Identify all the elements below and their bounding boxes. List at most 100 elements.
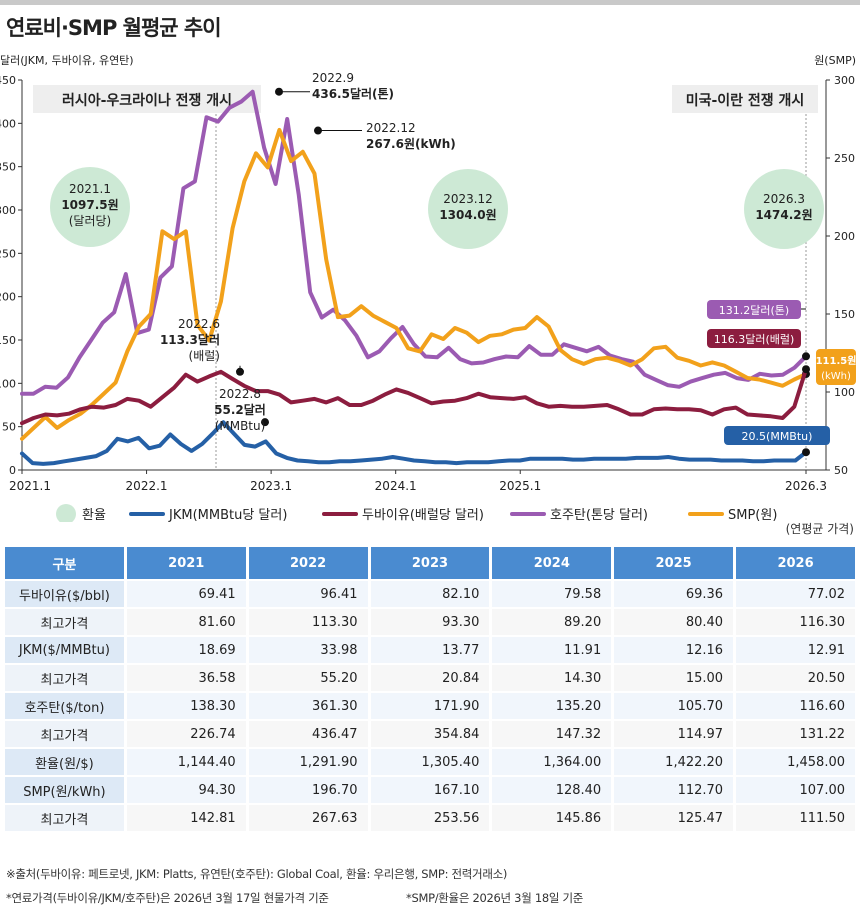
row-label: 호주탄($/ton) <box>5 693 124 719</box>
row-label: 두바이유($/bbl) <box>5 581 124 607</box>
table-cell: 77.02 <box>736 581 855 607</box>
table-cell: 253.56 <box>370 805 490 831</box>
table-cell: 107.00 <box>736 777 855 803</box>
table-cell: 12.16 <box>614 637 734 663</box>
event-box-russia-ukraine <box>33 85 261 113</box>
x-tick-label: 2023.1 <box>250 479 292 493</box>
table-cell: 167.10 <box>370 777 490 803</box>
table-cell: 116.30 <box>736 609 855 635</box>
row-label: 최고가격 <box>5 805 124 831</box>
x-tick-label: 2024.1 <box>375 479 417 493</box>
series-end-point-coal <box>802 352 810 361</box>
legend-label: SMP(원) <box>728 508 777 522</box>
table-header-cell: 2023 <box>370 547 490 579</box>
table-header-cell: 2025 <box>614 547 734 579</box>
left-tick-label: 0 <box>9 464 16 477</box>
table-row: JKM($/MMBtu) 18.69 33.98 13.77 11.91 12.16 12.… <box>5 637 855 663</box>
table-cell: 82.10 <box>370 581 490 607</box>
left-tick-label: 250 <box>0 247 16 260</box>
table-cell: 15.00 <box>614 665 734 691</box>
legend-label: 호주탄(톤당 달러) <box>550 508 648 522</box>
right-tick-label: 250 <box>834 152 855 165</box>
table-cell: 1,458.00 <box>736 749 855 775</box>
table-header-row: 구분 2021 2022 2023 2024 2025 2026 <box>5 547 855 579</box>
table-cell: 113.30 <box>248 609 368 635</box>
dubai-peak-value: 113.3달러 <box>160 332 220 347</box>
top-rule <box>0 0 860 5</box>
table-cell: 14.30 <box>492 665 612 691</box>
x-tick-label: 2026.3 <box>785 479 827 493</box>
left-tick-label: 50 <box>2 421 16 434</box>
row-label: SMP(원/kWh) <box>5 777 124 803</box>
table-cell: 94.30 <box>126 777 246 803</box>
coal-peak-date: 2022.9 <box>312 71 354 85</box>
event-label-russia-ukraine: 러시아-우크라이나 전쟁 개시 <box>62 92 232 109</box>
table-cell: 1,364.00 <box>492 749 612 775</box>
table-cell: 354.84 <box>370 721 490 747</box>
left-tick-label: 350 <box>0 161 16 174</box>
table-header-cell: 구분 <box>5 547 124 579</box>
event-box-us-iran <box>672 85 818 113</box>
table-row: 최고가격 142.81 267.63 253.56 145.86 125.47 111.50 <box>5 805 855 831</box>
table-cell: 36.58 <box>126 665 246 691</box>
bubble-value-label: 1304.0원 <box>439 208 496 222</box>
right-tick-label: 50 <box>834 464 848 477</box>
coal-end-label-bg <box>707 300 801 319</box>
table-header-cell: 2024 <box>492 547 612 579</box>
legend-swatch-exchange-rate <box>56 504 76 522</box>
table-cell: 11.91 <box>492 637 612 663</box>
table-cell: 196.70 <box>248 777 368 803</box>
bubble-date-label: 2026.3 <box>763 192 805 206</box>
legend-label: JKM(MMBtu당 달러) <box>168 508 287 522</box>
table-row: 최고가격 81.60 113.30 93.30 89.20 80.40 116.30 <box>5 609 855 635</box>
table-cell: 1,305.40 <box>370 749 490 775</box>
footnote-smp-basis: *SMP/환율은 2026년 3월 18일 기준 <box>406 891 584 905</box>
table-cell: 111.50 <box>736 805 855 831</box>
table-row: 최고가격 226.74 436.47 354.84 147.32 114.97 131.22 <box>5 721 855 747</box>
table-cell: 436.47 <box>248 721 368 747</box>
table-cell: 142.81 <box>126 805 246 831</box>
table-row: SMP(원/kWh) 94.30 196.70 167.10 128.40 112.70 1… <box>5 777 855 803</box>
table-cell: 105.70 <box>614 693 734 719</box>
bubble-date-label: 2023.12 <box>443 192 493 206</box>
x-tick-label: 2022.1 <box>126 479 168 493</box>
table-cell: 20.50 <box>736 665 855 691</box>
table-row: 호주탄($/ton) 138.30 361.30 171.90 135.20 105.70… <box>5 693 855 719</box>
coal-end-label: 131.2달러(톤) <box>719 304 789 317</box>
jkm-peak-date: 2022.8 <box>219 387 261 401</box>
smp-peak-date: 2022.12 <box>366 121 416 135</box>
table-cell: 114.97 <box>614 721 734 747</box>
left-tick-label: 450 <box>0 74 16 87</box>
series-line-dubai <box>20 367 808 426</box>
table-cell: 13.77 <box>370 637 490 663</box>
table-cell: 33.98 <box>248 637 368 663</box>
table-cell: 116.60 <box>736 693 855 719</box>
annual-price-table: 구분 2021 2022 2023 2024 2025 2026 두바이유($/… <box>2 545 858 833</box>
row-label: 최고가격 <box>5 609 124 635</box>
table-cell: 145.86 <box>492 805 612 831</box>
x-tick-label: 2021.1 <box>9 479 51 493</box>
x-tick-label: 2025.1 <box>499 479 541 493</box>
table-row: 두바이유($/bbl) 69.41 96.41 82.10 79.58 69.36 77.0… <box>5 581 855 607</box>
table-row: 최고가격 36.58 55.20 20.84 14.30 15.00 20.50 <box>5 665 855 691</box>
table-cell: 125.47 <box>614 805 734 831</box>
table-cell: 135.20 <box>492 693 612 719</box>
table-cell: 361.30 <box>248 693 368 719</box>
table-cell: 69.36 <box>614 581 734 607</box>
coal-peak-value: 436.5달러(톤) <box>312 86 394 101</box>
table-cell: 147.32 <box>492 721 612 747</box>
table-cell: 69.41 <box>126 581 246 607</box>
row-label: JKM($/MMBtu) <box>5 637 124 663</box>
series-line-jkm <box>20 420 808 466</box>
table-cell: 79.58 <box>492 581 612 607</box>
left-tick-label: 150 <box>0 334 16 347</box>
series-end-point-dubai <box>802 365 810 374</box>
table-row: 환율(원/$) 1,144.40 1,291.90 1,305.40 1,364.00 1… <box>5 749 855 775</box>
page-title: 연료비·SMP 월평균 추이 <box>6 16 222 40</box>
exchange-rate-bubble <box>428 169 508 249</box>
table-cell: 267.63 <box>248 805 368 831</box>
table-header-cell: 2021 <box>126 547 246 579</box>
dubai-peak-unit: (배럴) <box>189 349 220 363</box>
jkm-end-label-bg <box>724 426 830 445</box>
right-tick-label: 150 <box>834 308 855 321</box>
